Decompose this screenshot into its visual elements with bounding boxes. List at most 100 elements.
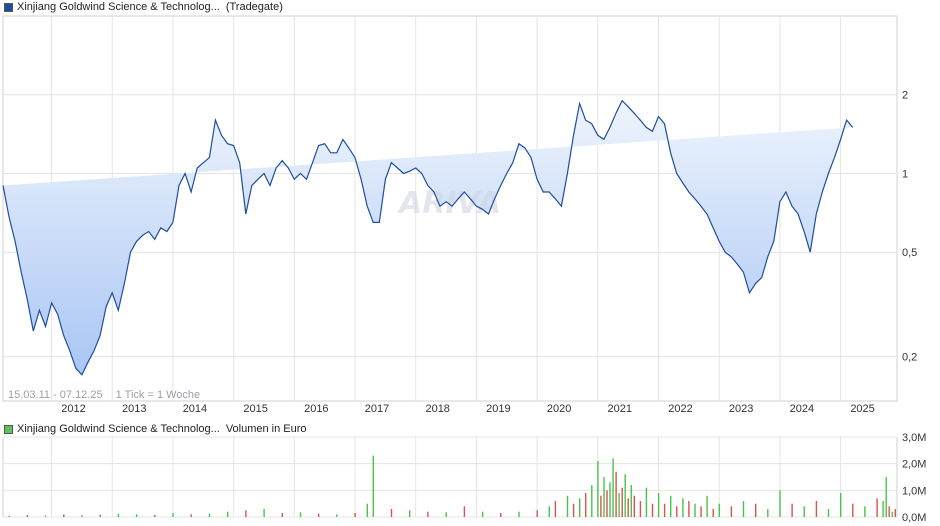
volume-bar xyxy=(651,503,654,517)
volume-bar xyxy=(645,487,648,517)
volume-bar xyxy=(840,493,842,517)
volume-bar xyxy=(876,498,878,517)
price-y-tick-label: 1 xyxy=(902,168,908,180)
x-tick-label: 2015 xyxy=(243,403,267,415)
volume-bar xyxy=(354,513,356,517)
volume-bar xyxy=(372,455,374,517)
volume-bar xyxy=(63,514,65,517)
volume-bar xyxy=(894,509,896,517)
volume-series-label: Xinjiang Goldwind Science & Technolog... xyxy=(17,423,220,435)
volume-bar xyxy=(688,501,690,517)
volume-bar xyxy=(263,509,265,517)
volume-bar xyxy=(630,485,632,517)
volume-bar xyxy=(603,477,605,517)
volume-bar xyxy=(803,506,805,517)
volume-bar xyxy=(615,471,617,517)
volume-bar xyxy=(742,501,745,517)
x-tick-label: 2016 xyxy=(304,403,328,415)
volume-bar xyxy=(639,501,642,517)
volume-bar xyxy=(885,477,887,517)
volume-bar xyxy=(336,514,338,517)
volume-bar xyxy=(572,503,575,517)
volume-series-swatch xyxy=(4,425,13,434)
volume-bar xyxy=(172,513,174,517)
volume-bar xyxy=(154,514,156,517)
volume-bar xyxy=(26,514,29,517)
volume-bar xyxy=(712,509,714,517)
x-tick-label: 2024 xyxy=(790,403,814,415)
volume-bar xyxy=(44,515,47,517)
volume-bar xyxy=(117,513,120,517)
volume-bar xyxy=(706,495,708,517)
volume-bar xyxy=(585,493,587,517)
volume-panel: 0,0M 1,0M 2,0M 3,0M xyxy=(2,432,926,524)
volume-bar xyxy=(815,501,818,517)
volume-bar xyxy=(621,487,623,517)
volume-bar xyxy=(445,512,447,517)
volume-bar xyxy=(609,482,611,517)
volume-bar xyxy=(852,503,854,517)
exchange-label: (Tradegate) xyxy=(225,1,283,13)
volume-legend: Xinjiang Goldwind Science & Technolog...… xyxy=(4,423,307,436)
volume-bar xyxy=(627,498,629,517)
volume-bar xyxy=(536,510,538,517)
volume-y-tick-label: 1,0M xyxy=(902,485,926,497)
volume-bar xyxy=(463,506,466,517)
x-tick-label: 2022 xyxy=(668,403,692,415)
volume-bar xyxy=(227,511,229,517)
volume-bar xyxy=(663,503,666,517)
price-y-tick-label: 0,5 xyxy=(902,247,917,259)
volume-plot-area xyxy=(2,436,898,518)
volume-y-tick-label: 3,0M xyxy=(902,432,926,444)
volume-bar xyxy=(591,485,593,517)
volume-bar xyxy=(891,511,893,517)
volume-bar xyxy=(566,495,569,517)
volume-bar xyxy=(597,461,599,517)
volume-bar xyxy=(618,493,620,517)
volume-bar xyxy=(700,506,702,517)
price-line xyxy=(2,99,854,376)
volume-bar xyxy=(682,498,684,517)
range-period: 15.03.11 - 07.12.25 xyxy=(8,389,103,401)
volume-bar xyxy=(548,506,550,517)
volume-bar xyxy=(135,514,138,517)
range-tick-note: 1 Tick = 1 Woche xyxy=(116,389,200,401)
volume-bar xyxy=(755,503,757,517)
volume-bar xyxy=(606,490,608,517)
volume-bar xyxy=(481,511,484,517)
volume-bar xyxy=(281,513,283,517)
volume-bar xyxy=(299,512,302,517)
volume-bar xyxy=(81,515,83,517)
volume-bar xyxy=(245,510,247,517)
volume-bar xyxy=(208,513,211,517)
volume-y-tick-label: 0,0M xyxy=(902,512,926,524)
x-tick-label: 2018 xyxy=(425,403,449,415)
volume-bar xyxy=(888,506,890,517)
x-tick-label: 2012 xyxy=(61,403,85,415)
volume-bar xyxy=(670,495,672,517)
range-note: 15.03.11 - 07.12.25 1 Tick = 1 Woche xyxy=(8,389,200,401)
volume-bar xyxy=(518,511,520,517)
volume-bar xyxy=(767,509,769,517)
volume-bar xyxy=(694,503,696,517)
price-series-swatch xyxy=(4,3,13,12)
volume-bar xyxy=(8,515,10,517)
volume-unit-label: Volumen in Euro xyxy=(225,423,307,435)
price-panel: ARIVA 0,20,512 2012 2013 2014 2015 2016 2017 2… xyxy=(2,15,917,415)
volume-bar xyxy=(409,510,411,517)
price-area-fill xyxy=(3,100,853,375)
volume-bar xyxy=(633,495,635,517)
volume-bar xyxy=(624,474,626,517)
volume-bar xyxy=(190,514,192,517)
x-tick-label: 2021 xyxy=(608,403,632,415)
volume-bar xyxy=(600,495,602,517)
x-tick-label: 2025 xyxy=(850,403,874,415)
price-series-label: Xinjiang Goldwind Science & Technolog... xyxy=(17,1,220,13)
volume-bar xyxy=(427,511,429,517)
x-tick-label: 2017 xyxy=(365,403,389,415)
volume-bar xyxy=(882,501,884,517)
x-tick-label: 2014 xyxy=(183,403,207,415)
volume-bar xyxy=(612,458,614,517)
volume-bar xyxy=(366,503,368,517)
